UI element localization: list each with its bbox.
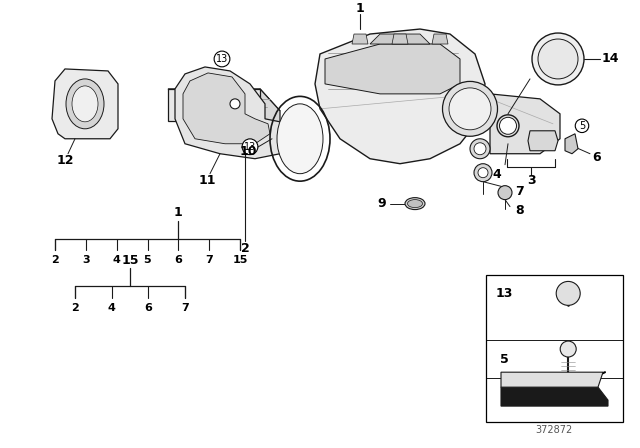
Polygon shape [528, 131, 558, 151]
Text: 3: 3 [527, 174, 535, 187]
Text: 3: 3 [82, 255, 90, 266]
Ellipse shape [499, 117, 516, 134]
Text: 4: 4 [108, 303, 116, 313]
Polygon shape [352, 34, 368, 44]
Ellipse shape [405, 198, 425, 210]
Text: 9: 9 [378, 197, 387, 210]
Text: 1: 1 [356, 2, 364, 15]
Polygon shape [490, 94, 560, 154]
Circle shape [532, 33, 584, 85]
Circle shape [498, 185, 512, 200]
Ellipse shape [442, 82, 497, 136]
Text: 6: 6 [593, 151, 602, 164]
Text: 13: 13 [244, 142, 256, 152]
Text: 7: 7 [181, 303, 189, 313]
Ellipse shape [66, 79, 104, 129]
Polygon shape [168, 89, 260, 121]
Text: 5: 5 [579, 121, 585, 131]
Polygon shape [432, 34, 448, 44]
Circle shape [230, 99, 240, 109]
Circle shape [470, 139, 490, 159]
Text: 15: 15 [121, 254, 139, 267]
Text: 2: 2 [71, 303, 79, 313]
Polygon shape [325, 44, 460, 94]
Polygon shape [501, 387, 608, 406]
Text: 12: 12 [56, 154, 74, 167]
Polygon shape [501, 372, 603, 387]
Text: 1: 1 [174, 206, 182, 219]
Text: 4: 4 [113, 255, 120, 266]
Text: 13: 13 [216, 54, 228, 64]
Text: 6: 6 [174, 255, 182, 266]
Circle shape [474, 143, 486, 155]
Text: 7: 7 [516, 185, 524, 198]
Polygon shape [168, 89, 280, 111]
Circle shape [556, 281, 580, 306]
Bar [486, 276, 623, 422]
Polygon shape [370, 34, 430, 44]
Circle shape [538, 39, 578, 79]
Circle shape [560, 341, 576, 357]
Text: 15: 15 [232, 255, 248, 266]
Text: 372872: 372872 [536, 425, 573, 435]
Ellipse shape [72, 86, 98, 122]
Text: 14: 14 [601, 52, 619, 65]
Circle shape [478, 168, 488, 178]
Polygon shape [315, 29, 485, 164]
Text: 6: 6 [145, 303, 152, 313]
Polygon shape [392, 34, 408, 44]
Circle shape [474, 164, 492, 181]
Text: 4: 4 [493, 168, 501, 181]
Polygon shape [565, 134, 578, 154]
Text: 2: 2 [51, 255, 59, 266]
Polygon shape [175, 67, 295, 159]
Polygon shape [183, 73, 270, 144]
Text: 5: 5 [144, 255, 151, 266]
Text: 5: 5 [500, 353, 508, 366]
Text: 10: 10 [239, 145, 257, 158]
Text: 11: 11 [198, 174, 216, 187]
Text: 13: 13 [495, 287, 513, 300]
Text: 8: 8 [516, 204, 524, 217]
Text: 7: 7 [205, 255, 213, 266]
Text: 2: 2 [241, 242, 250, 255]
Polygon shape [52, 69, 118, 139]
Polygon shape [260, 89, 280, 144]
Ellipse shape [277, 104, 323, 174]
Ellipse shape [449, 88, 491, 130]
Ellipse shape [408, 200, 422, 207]
